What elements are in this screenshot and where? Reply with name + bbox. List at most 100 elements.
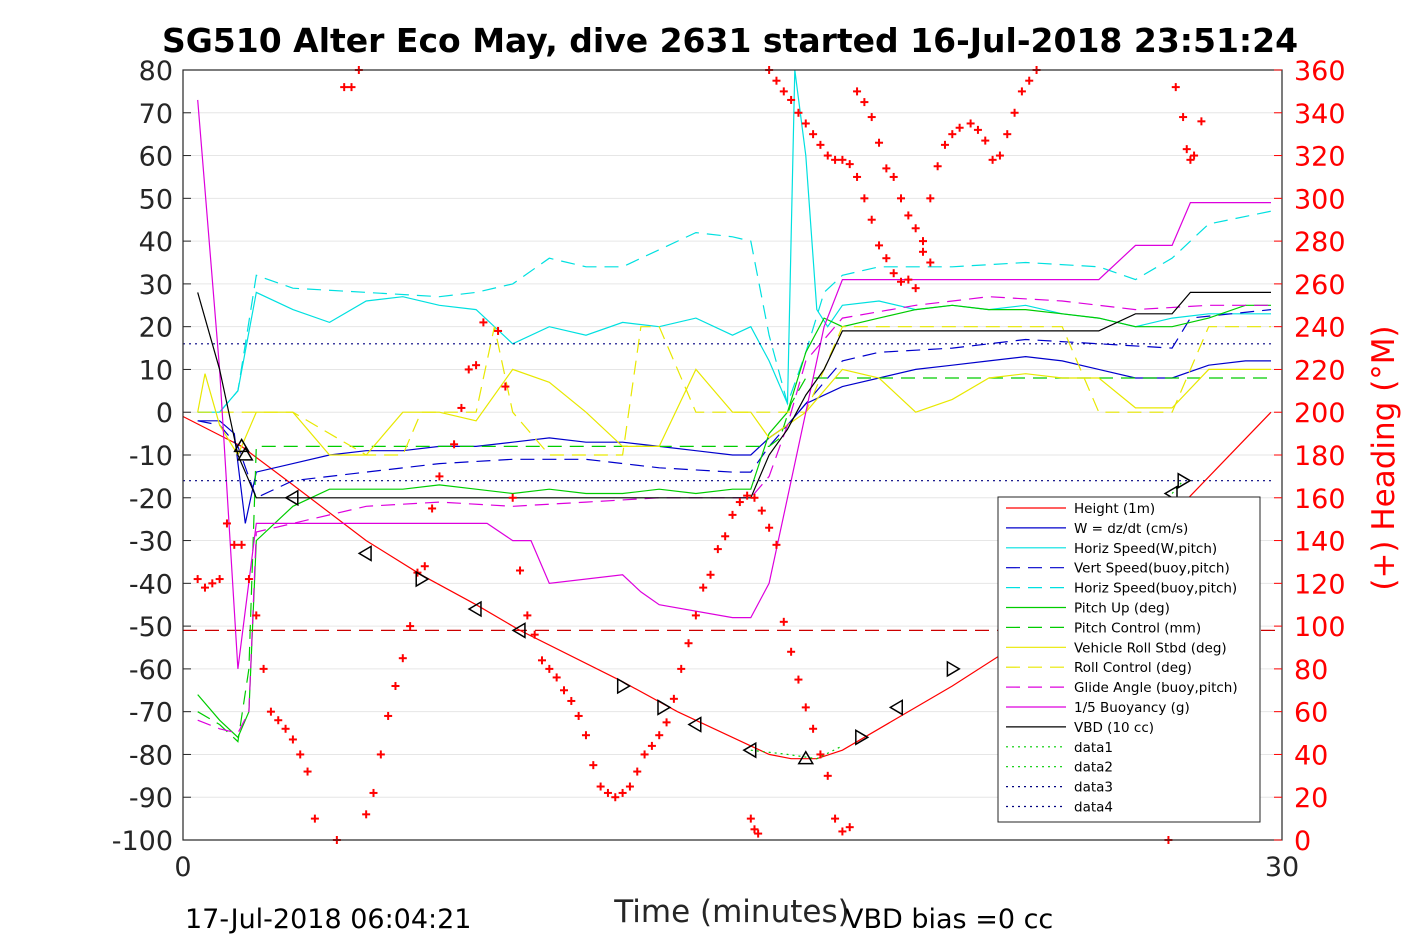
heading-point xyxy=(757,506,766,515)
right-tick-label: 60 xyxy=(1294,698,1328,729)
heading-point xyxy=(918,237,927,246)
heading-point xyxy=(918,247,927,256)
heading-point xyxy=(559,686,568,695)
heading-point xyxy=(215,575,224,584)
legend-label: 1/5 Buoyancy (g) xyxy=(1074,700,1190,716)
heading-point xyxy=(713,545,722,554)
right-tick-label: 40 xyxy=(1294,740,1328,771)
series-line xyxy=(197,326,1271,456)
heading-point xyxy=(472,361,481,370)
heading-point xyxy=(1182,145,1191,154)
right-tick-label: 200 xyxy=(1294,398,1346,429)
series-line xyxy=(197,309,1272,499)
heading-point xyxy=(347,83,356,92)
triangle-marker xyxy=(284,489,299,507)
heading-point xyxy=(501,382,510,391)
series-line xyxy=(197,296,1271,734)
heading-point xyxy=(647,741,656,750)
heading-point xyxy=(420,562,429,571)
heading-point xyxy=(948,130,957,139)
heading-point xyxy=(882,164,891,173)
heading-point xyxy=(845,823,854,832)
heading-point xyxy=(787,95,796,104)
legend-label: Height (1m) xyxy=(1074,501,1155,517)
heading-point xyxy=(310,814,319,823)
series-line xyxy=(197,291,1271,499)
right-tick-label: 140 xyxy=(1294,527,1346,558)
heading-point xyxy=(274,716,283,725)
legend-label: data2 xyxy=(1074,760,1113,776)
heading-point xyxy=(552,673,561,682)
heading-point xyxy=(230,540,239,549)
right-tick-label: 320 xyxy=(1294,142,1346,173)
right-tick-label: 360 xyxy=(1294,56,1346,87)
heading-point xyxy=(801,703,810,712)
legend-label: Glide Angle (buoy,pitch) xyxy=(1074,680,1238,696)
legend-label: Roll Control (deg) xyxy=(1074,660,1192,676)
heading-point xyxy=(904,275,913,284)
heading-point xyxy=(750,825,759,834)
triangle-marker xyxy=(797,750,815,765)
heading-point xyxy=(706,570,715,579)
heading-point xyxy=(823,151,832,160)
heading-point xyxy=(816,750,825,759)
series-line xyxy=(197,377,1271,743)
series-line xyxy=(197,210,1272,413)
heading-point xyxy=(933,162,942,171)
heading-point xyxy=(567,696,576,705)
heading-point xyxy=(200,583,209,592)
right-tick-label: 160 xyxy=(1294,484,1346,515)
heading-point xyxy=(1025,76,1034,85)
heading-point xyxy=(296,750,305,759)
legend-label: Pitch Up (deg) xyxy=(1074,601,1170,617)
triangle-marker xyxy=(467,600,482,618)
heading-point xyxy=(1017,87,1026,96)
left-tick-label: 30 xyxy=(139,270,173,301)
heading-point xyxy=(867,215,876,224)
heading-point xyxy=(1010,108,1019,117)
heading-point xyxy=(581,731,590,740)
heading-point xyxy=(428,504,437,513)
heading-point xyxy=(860,98,869,107)
heading-point xyxy=(966,119,975,128)
right-tick-label: 220 xyxy=(1294,355,1346,386)
chart-title: SG510 Alter Eco May, dive 2631 started 1… xyxy=(162,21,1298,60)
heading-point xyxy=(743,491,752,500)
heading-point xyxy=(684,639,693,648)
right-tick-label: 100 xyxy=(1294,612,1346,643)
triangle-marker xyxy=(236,446,254,461)
heading-point xyxy=(816,140,825,149)
left-tick-label: -40 xyxy=(129,569,173,600)
triangle-marker xyxy=(616,677,632,695)
heading-point xyxy=(838,827,847,836)
heading-point xyxy=(677,664,686,673)
right-tick-label: 300 xyxy=(1294,184,1346,215)
heading-point xyxy=(589,761,598,770)
right-tick-label: 340 xyxy=(1294,99,1346,130)
x-tick-label: 0 xyxy=(174,852,191,883)
heading-point xyxy=(406,622,415,631)
left-tick-label: -30 xyxy=(129,527,173,558)
heading-point xyxy=(794,108,803,117)
left-tick-label: -100 xyxy=(112,826,173,857)
heading-point xyxy=(765,523,774,532)
legend-label: data3 xyxy=(1074,780,1113,796)
heading-point xyxy=(508,493,517,502)
left-tick-label: 60 xyxy=(139,142,173,173)
heading-point xyxy=(867,113,876,122)
left-tick-label: 20 xyxy=(139,313,173,344)
heading-point xyxy=(889,172,898,181)
heading-point xyxy=(831,155,840,164)
right-y-axis-label: (+) Heading (°M) xyxy=(1366,325,1402,590)
legend-label: Horiz Speed(W,pitch) xyxy=(1074,541,1217,557)
heading-point xyxy=(457,403,466,412)
heading-point xyxy=(1179,113,1188,122)
heading-point xyxy=(516,566,525,575)
heading-point xyxy=(904,211,913,220)
heading-point xyxy=(625,782,634,791)
legend: Height (1m) W = dz/dt (cm/s) Horiz Speed(W… xyxy=(997,496,1261,823)
heading-point xyxy=(728,510,737,519)
left-tick-label: 40 xyxy=(139,227,173,258)
heading-point xyxy=(303,767,312,776)
legend-label: data1 xyxy=(1074,740,1113,756)
